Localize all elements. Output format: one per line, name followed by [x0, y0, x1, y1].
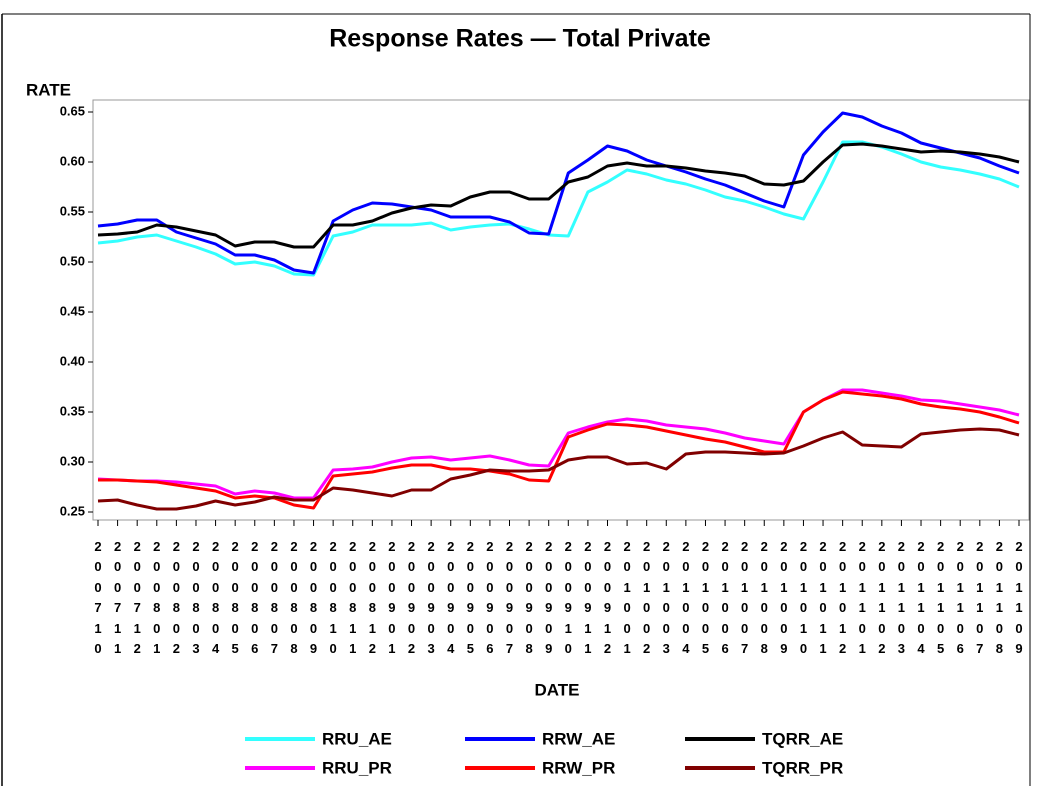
x-tick-label: 200902: [407, 539, 416, 657]
x-tick-label: 200907: [505, 539, 514, 657]
y-tick-label: 0.35: [60, 403, 85, 418]
x-tick-label: 201106: [956, 539, 964, 657]
series-line: [97, 388, 1020, 500]
x-tick-label: 200811: [349, 539, 357, 657]
x-tick-label: 201007: [741, 539, 749, 657]
x-tick-label: 200711: [113, 539, 122, 657]
x-tick-label: 200906: [486, 539, 494, 657]
x-tick-label: 200807: [270, 539, 278, 657]
x-tick-label: 200912: [603, 539, 612, 657]
x-tick-label: 200909: [545, 539, 553, 657]
x-tick-label: 200908: [525, 539, 533, 657]
x-tick-label: 200808: [290, 539, 298, 657]
series-line: [97, 111, 1020, 275]
x-tick-label: 200804: [211, 539, 220, 657]
legend-label: RRU_AE: [322, 729, 392, 748]
x-tick-label: 201102: [878, 539, 886, 657]
plot-frame: [92, 99, 1030, 521]
x-tick-label: 201004: [682, 539, 690, 657]
y-tick-label: 0.45: [60, 303, 85, 318]
x-tick-label: 200710: [94, 539, 102, 657]
x-tick-label: 200910: [564, 539, 572, 657]
x-tick-label: 201001: [623, 539, 631, 657]
legend-label: RRW_AE: [542, 729, 615, 748]
x-tick-label: 200805: [231, 539, 239, 657]
x-tick-label: 201103: [897, 539, 906, 657]
x-axis-label: DATE: [534, 680, 579, 699]
x-tick-label: 200905: [466, 539, 474, 657]
x-tick-label: 201003: [662, 539, 670, 657]
x-tick-label: 201101: [858, 539, 866, 657]
series-line: [97, 427, 1020, 511]
y-tick-label: 0.30: [60, 453, 85, 468]
legend-label: RRW_PR: [542, 758, 615, 777]
x-tick-label: 200802: [172, 539, 180, 657]
x-tick-label: 201006: [721, 539, 729, 657]
y-tick-label: 0.25: [60, 503, 85, 518]
x-tick-label: 201105: [936, 539, 945, 657]
x-tick-label: 201012: [839, 539, 847, 657]
x-tick-label: 200904: [447, 539, 455, 657]
x-tick-label: 201008: [760, 539, 768, 657]
y-tick-label: 0.40: [60, 353, 85, 368]
x-tick-label: 200803: [192, 539, 200, 657]
x-tick-label: 200806: [251, 539, 259, 657]
y-axis-label: RATE: [26, 80, 71, 99]
x-tick-label: 201109: [1015, 539, 1023, 657]
x-tick-label: 201005: [701, 539, 710, 657]
series-line: [98, 390, 1020, 510]
x-tick-label: 200810: [329, 539, 337, 657]
x-tick-label: 201107: [976, 539, 984, 657]
chart-title: Response Rates — Total Private: [329, 25, 711, 53]
legend-label: TQRR_AE: [762, 729, 843, 748]
x-tick-label: 201011: [819, 539, 827, 657]
x-tick-label: 200903: [427, 539, 435, 657]
legend-label: TQRR_PR: [762, 758, 843, 777]
x-tick-label: 201104: [917, 539, 925, 657]
legend-label: RRU_PR: [322, 758, 392, 777]
x-tick-label: 200712: [133, 539, 141, 657]
y-tick-label: 0.65: [60, 103, 85, 118]
y-tick-label: 0.55: [60, 203, 85, 218]
x-tick-label: 201002: [643, 539, 651, 657]
y-tick-label: 0.50: [60, 253, 85, 268]
x-tick-label: 201108: [995, 539, 1003, 657]
x-tick-label: 200911: [584, 539, 592, 657]
x-tick-label: 201009: [780, 539, 788, 657]
x-tick-label: 200812: [368, 539, 376, 657]
x-tick-label: 200901: [388, 539, 396, 657]
y-tick-label: 0.60: [60, 153, 85, 168]
x-tick-label: 200809: [309, 539, 318, 657]
x-tick-label: 201010: [799, 539, 808, 657]
series-line: [97, 142, 1020, 249]
x-tick-label: 200801: [153, 539, 161, 657]
